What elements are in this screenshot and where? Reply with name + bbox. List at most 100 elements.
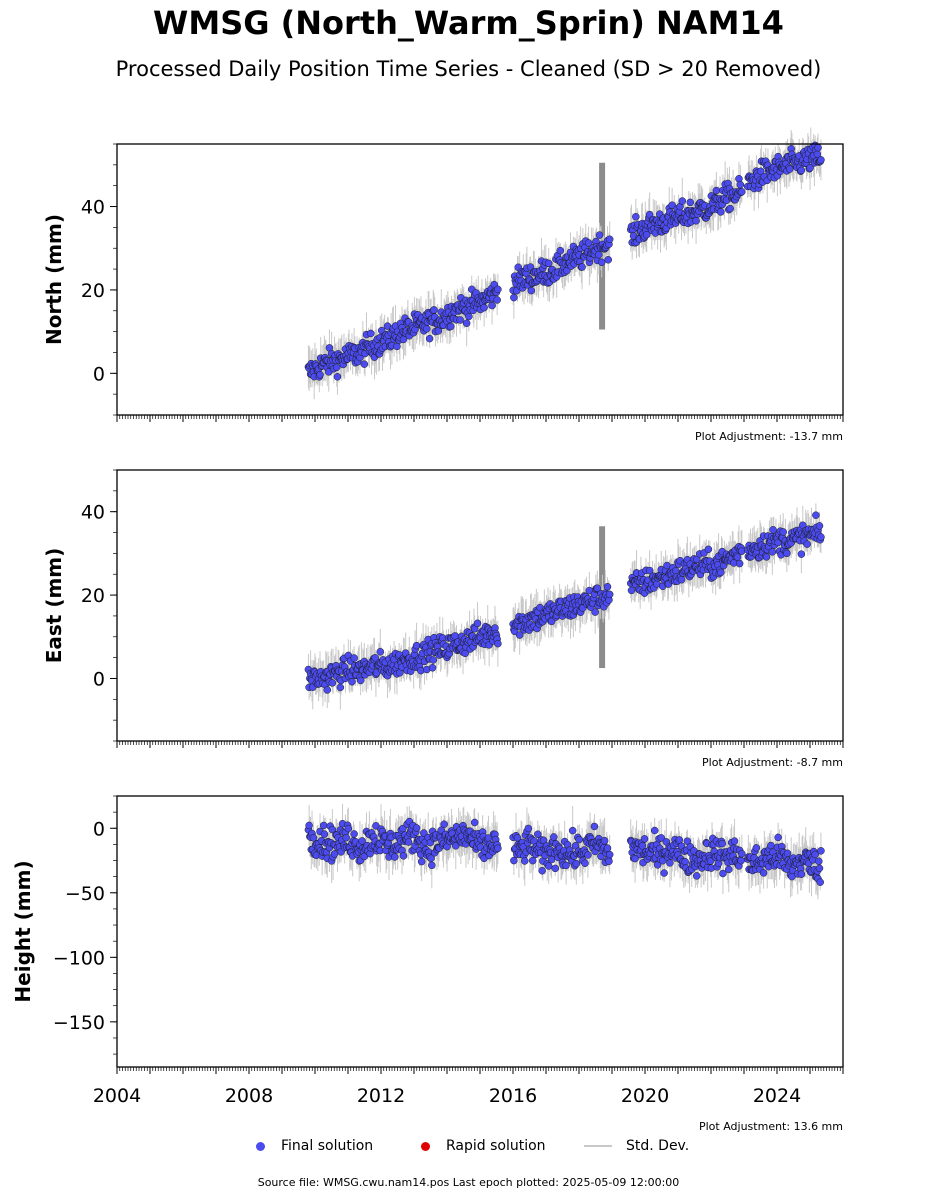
data-point [816,878,824,886]
data-point [428,663,437,672]
data-point [429,656,438,664]
data-point [593,584,602,592]
data-point [309,834,318,842]
data-point [666,859,674,867]
data-point [640,835,649,843]
data-point [367,329,375,338]
data-point [631,854,639,863]
data-point [336,683,345,692]
data-point [717,208,725,216]
x-tick-label: 2008 [225,1085,273,1107]
plot-adjustment-label: Plot Adjustment: 13.6 mm [699,1120,843,1133]
data-point [332,363,341,372]
data-point [488,301,496,310]
data-point [678,197,687,205]
axes-frame [116,469,844,742]
data-point [605,590,614,599]
data-point [812,511,820,519]
data-point [348,677,356,686]
x-tick-label: 2012 [357,1085,405,1107]
data-point [344,824,353,833]
y-axis-label: North (mm) [42,214,66,345]
data-point [725,865,733,874]
data-point [603,582,612,591]
legend: Final solution Rapid solution Std. Dev. [250,1138,730,1158]
data-point [597,258,606,267]
data-point [797,550,806,558]
data-point [520,857,529,865]
data-point [544,862,553,870]
data-point [328,679,337,687]
data-point [440,820,448,828]
data-point [462,319,471,327]
data-point [658,856,667,865]
data-point [510,293,518,302]
legend-final: Final solution [256,1138,373,1154]
x-tick-label: 2024 [753,1085,801,1107]
data-point [774,833,782,842]
data-point [730,837,739,845]
data-point [412,824,421,832]
data-point [425,334,434,343]
data-point [538,866,546,875]
data-point [718,839,726,848]
data-point [420,829,428,837]
plot-adjustment-label: Plot Adjustment: -8.7 mm [702,756,843,769]
data-point [604,256,612,264]
data-point [768,548,777,556]
data-point [578,263,586,271]
data-point [320,830,329,838]
data-point [632,213,640,221]
data-point [817,847,825,855]
legend-std-label: Std. Dev. [626,1138,690,1154]
data-point [480,303,488,312]
source-footer: Source file: WMSG.cwu.nam14.pos Last epo… [257,1176,680,1189]
data-point [642,230,651,239]
data-point [417,857,426,866]
data-point [360,360,369,368]
data-point [595,250,603,259]
data-point [575,835,583,844]
data-point [785,165,794,173]
data-point [544,259,553,268]
data-point [605,857,613,865]
data-point [551,864,559,873]
data-point [524,824,533,833]
data-point [350,830,358,838]
data-point [494,285,502,294]
data-point [738,849,746,858]
data-point [815,864,824,873]
data-point [510,856,518,865]
legend-std: Std. Dev. [584,1138,689,1154]
data-point [737,856,745,865]
data-point [769,526,777,534]
y-tick-label: 0 [93,363,105,385]
data-point [806,164,814,172]
chart-subtitle: Processed Daily Position Time Series - C… [115,57,822,81]
rapid-solution-marker-icon [421,1141,430,1151]
std-dev-line-icon [584,1145,612,1147]
data-point [759,869,768,877]
data-point [797,870,806,878]
y-tick-label: 40 [81,197,105,219]
data-point [779,528,787,536]
final-solution-marker-icon [256,1141,265,1151]
y-tick-label: 0 [93,668,105,690]
data-point [783,849,792,858]
data-point [803,540,811,548]
y-tick-label: 0 [93,818,105,840]
data-point [817,156,825,164]
y-axis-label: East (mm) [42,548,66,664]
data-point [412,641,421,650]
data-point [584,851,592,859]
data-point [672,567,680,575]
data-point [681,858,689,866]
data-point [350,654,358,662]
data-point [726,204,734,213]
data-point [645,566,654,575]
data-point [319,821,328,830]
data-point [473,619,482,628]
data-point [356,676,365,685]
data-point [736,180,745,189]
